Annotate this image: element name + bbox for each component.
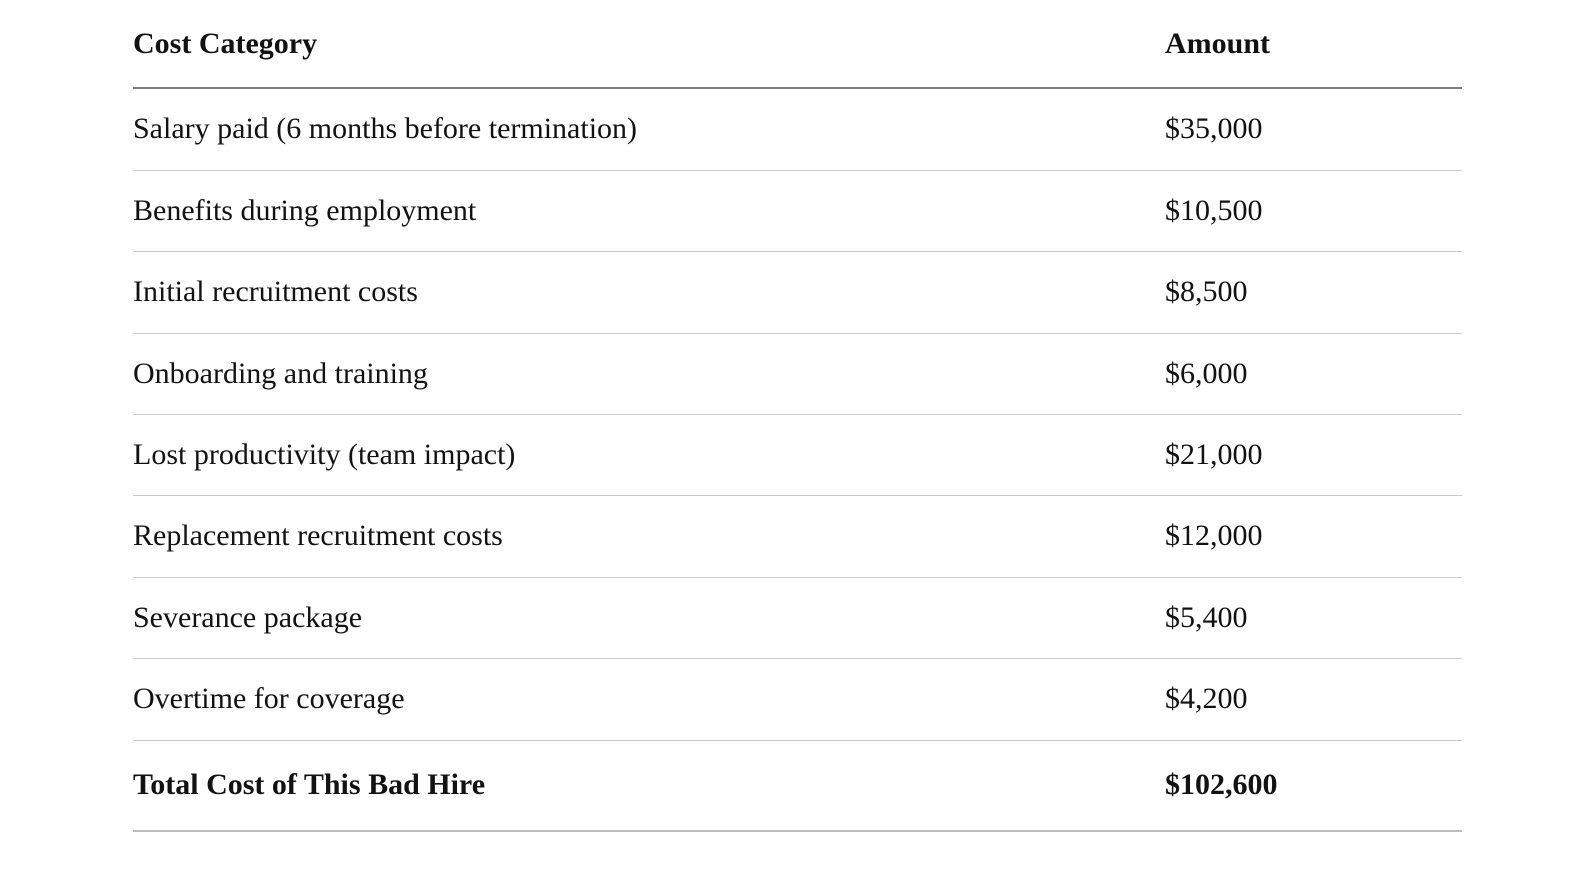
cost-breakdown-table: Cost Category Amount Salary paid (6 mont… xyxy=(133,8,1462,832)
header-row: Cost Category Amount xyxy=(133,8,1462,90)
table-row: Overtime for coverage $4,200 xyxy=(133,658,1462,741)
amount-cell: $5,400 xyxy=(1165,577,1462,660)
table-body: Salary paid (6 months before termination… xyxy=(133,88,1462,832)
total-label-cell: Total Cost of This Bad Hire xyxy=(133,740,1165,832)
table-row: Onboarding and training $6,000 xyxy=(133,333,1462,415)
category-cell: Benefits during employment xyxy=(133,170,1165,253)
category-cell: Overtime for coverage xyxy=(133,658,1165,741)
amount-cell: $35,000 xyxy=(1165,88,1462,171)
category-cell: Replacement recruitment costs xyxy=(133,495,1165,578)
total-amount-cell: $102,600 xyxy=(1165,740,1462,832)
amount-cell: $8,500 xyxy=(1165,251,1462,334)
table-row: Benefits during employment $10,500 xyxy=(133,170,1462,253)
category-cell: Onboarding and training xyxy=(133,333,1165,415)
table-row: Severance package $5,400 xyxy=(133,577,1462,660)
table-row: Salary paid (6 months before termination… xyxy=(133,88,1462,171)
amount-cell: $6,000 xyxy=(1165,333,1462,415)
amount-cell: $10,500 xyxy=(1165,170,1462,253)
table-row: Lost productivity (team impact) $21,000 xyxy=(133,414,1462,497)
total-row: Total Cost of This Bad Hire $102,600 xyxy=(133,740,1462,832)
category-cell: Initial recruitment costs xyxy=(133,251,1165,334)
table-row: Replacement recruitment costs $12,000 xyxy=(133,495,1462,578)
amount-cell: $4,200 xyxy=(1165,658,1462,741)
category-cell: Lost productivity (team impact) xyxy=(133,414,1165,497)
category-cell: Salary paid (6 months before termination… xyxy=(133,88,1165,171)
amount-cell: $12,000 xyxy=(1165,495,1462,578)
column-header-amount: Amount xyxy=(1165,8,1462,90)
amount-cell: $21,000 xyxy=(1165,414,1462,497)
table-row: Initial recruitment costs $8,500 xyxy=(133,251,1462,334)
category-cell: Severance package xyxy=(133,577,1165,660)
table-header: Cost Category Amount xyxy=(133,8,1462,90)
column-header-cost-category: Cost Category xyxy=(133,8,1165,90)
